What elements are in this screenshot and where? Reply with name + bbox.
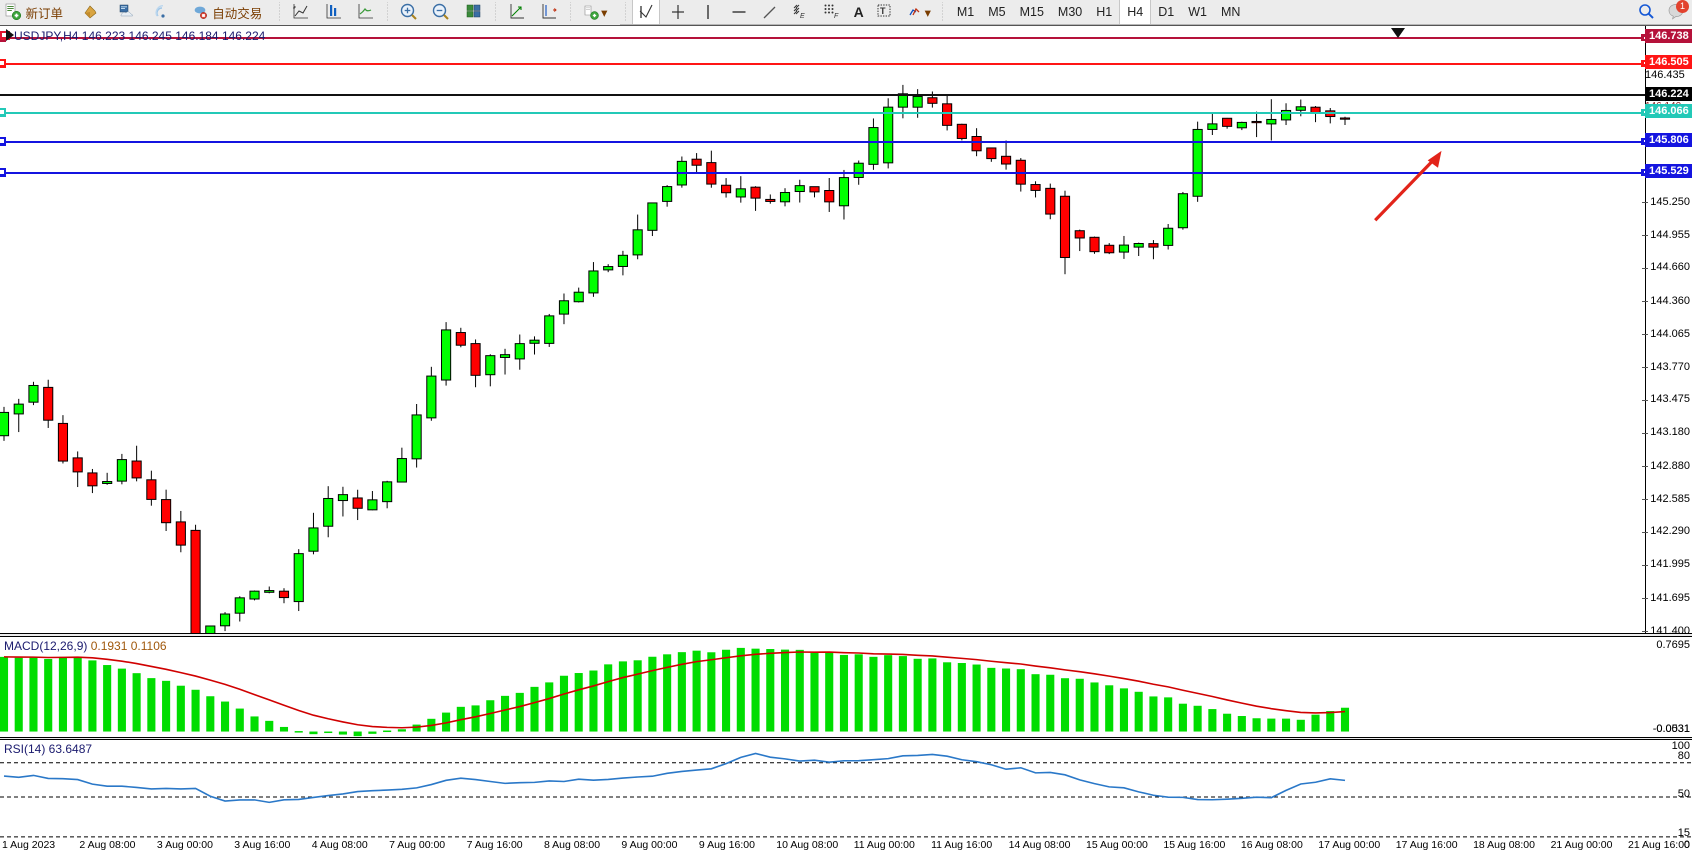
svg-text:E: E [800,13,805,20]
svg-text:F: F [834,13,839,20]
svg-text:T: T [880,6,886,16]
